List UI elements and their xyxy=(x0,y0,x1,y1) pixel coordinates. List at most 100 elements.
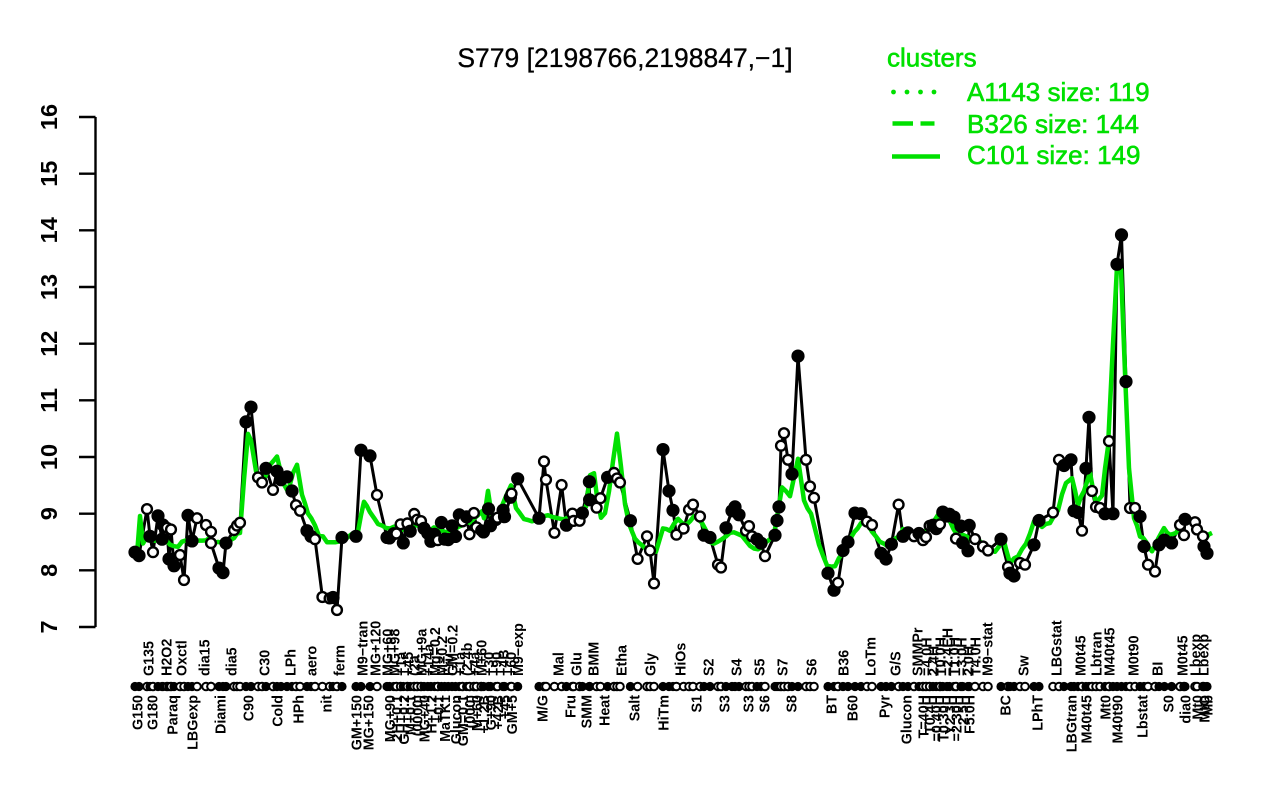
svg-text:G135: G135 xyxy=(142,641,158,676)
svg-text:(0000): (0000) xyxy=(411,695,427,737)
svg-text:+1a: +1a xyxy=(394,651,410,676)
svg-text:MG+40: MG+40 xyxy=(418,695,434,742)
svg-text:=0.40H: =0.40H xyxy=(930,695,946,742)
svg-text:+1.2B: +1.2B xyxy=(477,695,493,734)
svg-text:16: 16 xyxy=(36,104,62,130)
svg-text:T0.30H: T0.30H xyxy=(936,695,952,742)
svg-text:S0: S0 xyxy=(1162,695,1178,713)
svg-text:GH+0.2: GH+0.2 xyxy=(397,695,413,745)
svg-text:M+60: M+60 xyxy=(475,640,491,676)
svg-text:Glucon: Glucon xyxy=(449,695,465,744)
svg-text:A1143 size: 119: A1143 size: 119 xyxy=(967,77,1150,107)
svg-text:G180: G180 xyxy=(146,695,162,730)
svg-text:Mal: Mal xyxy=(552,652,568,676)
svg-text:Glucon: Glucon xyxy=(900,695,916,744)
svg-text:(2,4b: (2,4b xyxy=(460,642,476,676)
svg-text:S2: S2 xyxy=(702,658,718,676)
svg-text:F5.0H: F5.0H xyxy=(963,695,979,734)
svg-text:Heat: Heat xyxy=(598,695,614,726)
svg-text:Mt0: Mt0 xyxy=(1191,695,1207,720)
svg-text:Y2.3H: Y2.3H xyxy=(943,695,959,735)
svg-text:Mg=0.2: Mg=0.2 xyxy=(428,627,444,676)
svg-text:Mb: Mb xyxy=(1201,695,1217,716)
svg-text:HiOs: HiOs xyxy=(674,643,690,676)
svg-text:T0.4H: T0.4H xyxy=(923,695,939,734)
svg-text:MG+90: MG+90 xyxy=(383,695,399,742)
svg-text:Sw: Sw xyxy=(1017,654,1033,676)
svg-text:GM=0.2: GM=0.2 xyxy=(446,625,462,676)
svg-text:LBGstat: LBGstat xyxy=(1050,620,1066,676)
svg-text:S779 [2198766,2198847,−1]: S779 [2198766,2198847,−1] xyxy=(457,43,792,73)
svg-text:M=0.2: M=0.2 xyxy=(435,636,451,676)
svg-text:G150: G150 xyxy=(131,695,147,730)
svg-text:M0t45: M0t45 xyxy=(1176,635,1192,676)
svg-text:11: 11 xyxy=(36,388,62,413)
svg-text:dia5: dia5 xyxy=(225,647,241,676)
svg-text:SMMPr: SMMPr xyxy=(911,627,927,676)
svg-text:MaTK1: MaTK1 xyxy=(438,695,454,742)
svg-text:S6: S6 xyxy=(758,695,774,713)
svg-text:9: 9 xyxy=(36,507,62,520)
svg-text:H+1.2: H+1.2 xyxy=(424,695,440,734)
svg-text:+1a: +1a xyxy=(453,651,469,676)
svg-text:=2.30H: =2.30H xyxy=(950,695,966,742)
svg-text:Pyr: Pyr xyxy=(878,695,894,718)
svg-text:+45: +45 xyxy=(498,695,514,719)
svg-text:S6: S6 xyxy=(805,658,821,676)
svg-text:HiTm: HiTm xyxy=(657,695,673,731)
svg-text:S3: S3 xyxy=(742,695,758,713)
svg-text:8: 8 xyxy=(36,564,62,577)
svg-text:M9−tran: M9−tran xyxy=(356,621,372,676)
svg-text:(2a: (2a xyxy=(408,654,424,676)
svg-text:dia15: dia15 xyxy=(198,639,214,676)
svg-text:Mt0: Mt0 xyxy=(1099,695,1115,720)
svg-text:Paraq: Paraq xyxy=(166,695,182,735)
svg-text:+0.1: +0.1 xyxy=(431,695,447,723)
svg-text:M0t90: M0t90 xyxy=(1127,635,1143,676)
svg-text:M+0.1: M+0.1 xyxy=(404,695,420,735)
svg-text:S5: S5 xyxy=(753,658,769,676)
svg-text:BT: BT xyxy=(825,695,841,714)
svg-text:=2.4EH: =2.4EH xyxy=(941,628,957,676)
svg-text:12: 12 xyxy=(36,331,62,357)
svg-text:G/S: G/S xyxy=(889,651,905,676)
svg-text:+60: +60 xyxy=(504,652,520,676)
svg-text:=4.0H: =4.0H xyxy=(920,637,936,676)
svg-text:S7: S7 xyxy=(776,658,792,676)
svg-text:M40t45: M40t45 xyxy=(1103,627,1119,676)
svg-text:BC: BC xyxy=(999,695,1015,716)
svg-text:C90: C90 xyxy=(242,695,258,721)
svg-text:M0t45: M0t45 xyxy=(1074,635,1090,676)
svg-text:2.0H: 2.0H xyxy=(962,646,978,676)
svg-text:+4a: +4a xyxy=(467,651,483,676)
svg-text:Etha: Etha xyxy=(615,644,631,676)
svg-text:Salt: Salt xyxy=(628,695,644,721)
svg-text:Cold: Cold xyxy=(271,695,287,727)
svg-text:10: 10 xyxy=(36,444,62,470)
svg-text:T4.0H: T4.0H xyxy=(969,637,985,676)
svg-text:B326 size: 144: B326 size: 144 xyxy=(967,109,1139,139)
svg-text:C30: C30 xyxy=(258,650,274,676)
svg-text:MG+60: MG+60 xyxy=(381,629,397,676)
svg-text:clusters: clusters xyxy=(887,43,977,73)
svg-text:BMM: BMM xyxy=(587,642,603,676)
svg-text:15: 15 xyxy=(36,161,62,187)
svg-text:B60: B60 xyxy=(846,695,862,721)
svg-text:+14a: +14a xyxy=(421,643,437,676)
svg-text:M9−exp: M9−exp xyxy=(511,623,527,676)
svg-text:ferm: ferm xyxy=(333,645,349,676)
svg-text:+42B: +42B xyxy=(491,695,507,730)
svg-text:S1: S1 xyxy=(690,695,706,713)
svg-text:HPh: HPh xyxy=(292,695,308,724)
svg-text:(000): (000) xyxy=(463,695,479,729)
svg-text:M40t90: M40t90 xyxy=(1111,695,1127,744)
svg-text:Lbexp: Lbexp xyxy=(1189,634,1205,676)
svg-text:2.4H: 2.4H xyxy=(927,646,943,676)
svg-text:S3: S3 xyxy=(718,695,734,713)
svg-text:T=40H: T=40H xyxy=(917,695,933,738)
svg-text:Oxctl: Oxctl xyxy=(175,640,191,676)
svg-text:dia0: dia0 xyxy=(1179,695,1195,724)
svg-text:2H+0.1: 2H+0.1 xyxy=(390,695,406,742)
svg-text:G+90: G+90 xyxy=(484,695,500,730)
svg-text:=3.0H: =3.0H xyxy=(955,637,971,676)
